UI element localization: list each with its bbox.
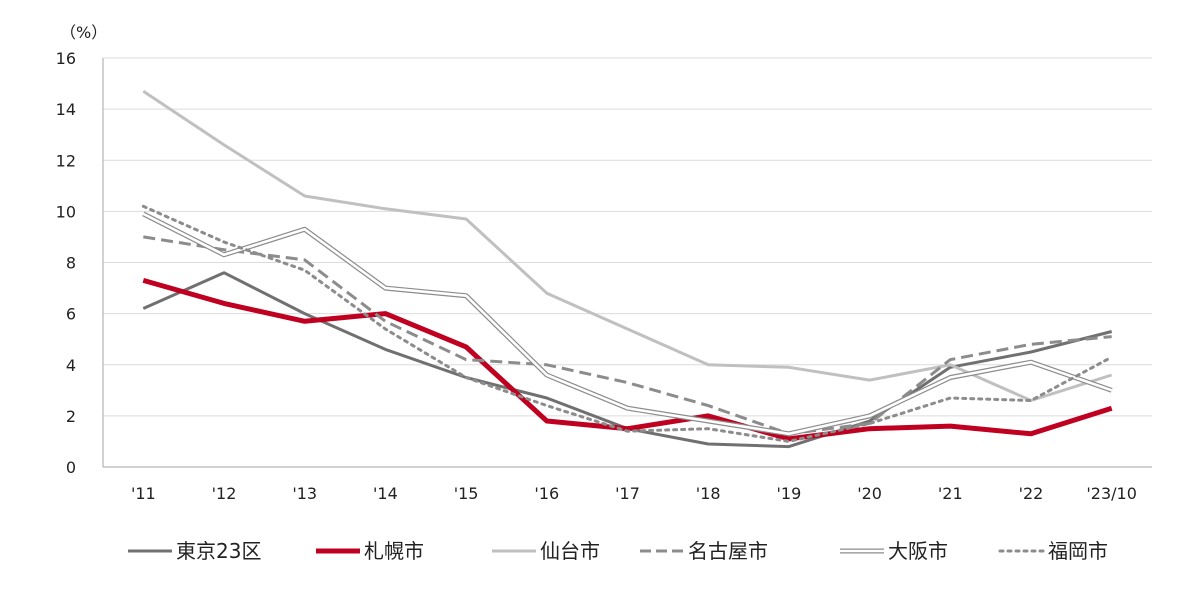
series-lines xyxy=(141,89,1114,449)
legend-item: 大阪市 xyxy=(840,539,948,563)
series-line-outer xyxy=(142,211,1113,437)
x-tick-label: '17 xyxy=(615,484,640,503)
series-line xyxy=(141,204,1114,443)
legend-label: 札幌市 xyxy=(364,539,424,563)
legend-item: 名古屋市 xyxy=(640,539,768,563)
legend-item: 札幌市 xyxy=(316,539,424,563)
series-3 xyxy=(142,89,1113,402)
legend-label: 大阪市 xyxy=(888,539,948,563)
series-4 xyxy=(143,235,1112,436)
series-line xyxy=(143,235,1112,436)
series-5 xyxy=(142,211,1113,437)
legend-label: 東京23区 xyxy=(176,539,261,563)
x-tick-label: '23/10 xyxy=(1086,484,1137,503)
series-line-inner xyxy=(142,212,1113,436)
x-tick-label: '22 xyxy=(1019,484,1044,503)
x-tick-label: '20 xyxy=(857,484,882,503)
x-tick-label: '18 xyxy=(696,484,721,503)
x-tick-label: '19 xyxy=(777,484,802,503)
legend-item: 東京23区 xyxy=(128,539,261,563)
y-tick-label: 10 xyxy=(56,202,76,221)
legend: 東京23区 札幌市 仙台市 名古屋市 大阪市 福岡市 xyxy=(128,539,1108,563)
series-1 xyxy=(142,271,1113,449)
y-axis-unit-label: （%） xyxy=(60,23,107,42)
x-tick-label: '15 xyxy=(454,484,479,503)
series-2 xyxy=(142,277,1113,442)
y-tick-label: 4 xyxy=(66,356,76,375)
x-tick-label: '13 xyxy=(292,484,317,503)
x-tick-label: '14 xyxy=(373,484,398,503)
y-tick-label: 0 xyxy=(66,458,76,477)
x-tick-label: '12 xyxy=(212,484,237,503)
x-tick-label: '21 xyxy=(938,484,963,503)
legend-label: 福岡市 xyxy=(1048,539,1108,563)
x-tick-label: '16 xyxy=(534,484,559,503)
series-line xyxy=(142,277,1113,442)
y-tick-label: 2 xyxy=(66,407,76,426)
y-tick-label: 8 xyxy=(66,254,76,273)
legend-label: 仙台市 xyxy=(540,539,600,563)
gridlines xyxy=(103,57,1152,417)
y-tick-label: 14 xyxy=(56,100,76,119)
y-tick-label: 16 xyxy=(56,49,76,68)
legend-item: 仙台市 xyxy=(492,539,600,563)
series-line xyxy=(142,271,1113,449)
x-tick-label: '11 xyxy=(131,484,156,503)
y-tick-label: 12 xyxy=(56,151,76,170)
series-6 xyxy=(141,204,1114,443)
series-line xyxy=(142,89,1113,402)
axes: （%） 0 2 4 6 8 10 12 14 16 '11 '12 '13 '14 '15 '16 '17 '1… xyxy=(56,23,1152,503)
legend-item: 福岡市 xyxy=(998,539,1108,563)
legend-label: 名古屋市 xyxy=(688,539,768,563)
y-tick-label: 6 xyxy=(66,305,76,324)
